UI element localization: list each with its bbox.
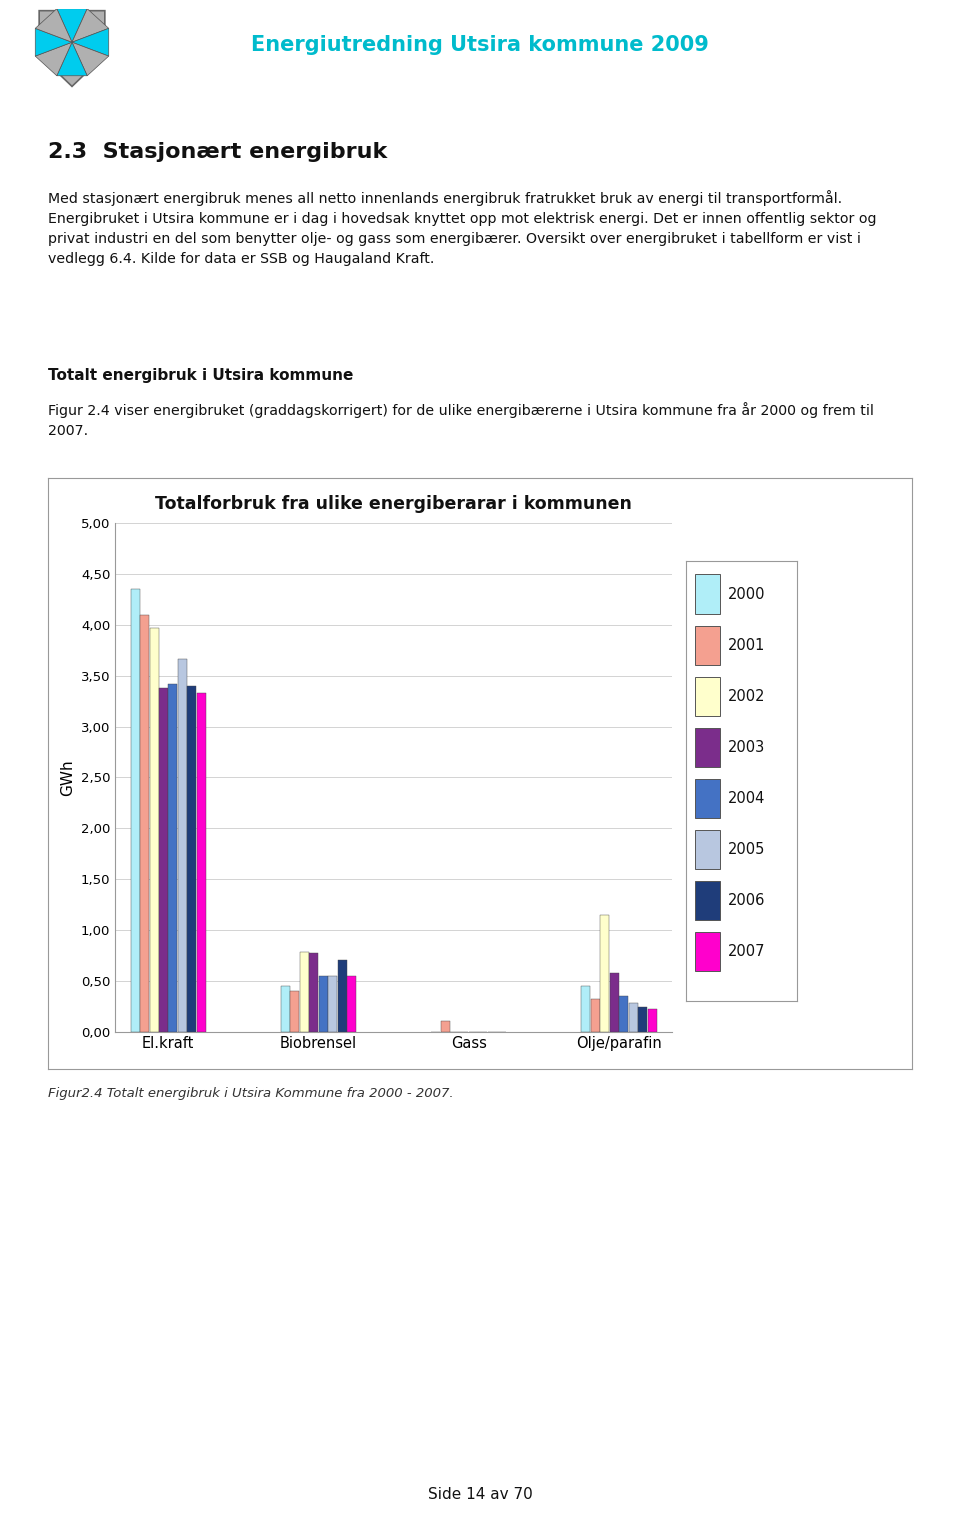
Bar [319,975,327,1032]
Title: Totalforbruk fra ulike energiberarar i kommunen: Totalforbruk fra ulike energiberarar i k… [156,496,632,513]
Text: Figur2.4 Totalt energibruk i Utsira Kommune fra 2000 - 2007.: Figur2.4 Totalt energibruk i Utsira Komm… [48,1088,454,1100]
FancyBboxPatch shape [695,728,720,768]
FancyBboxPatch shape [695,830,720,869]
Text: Totalt energibruk i Utsira kommune: Totalt energibruk i Utsira kommune [48,369,353,382]
FancyBboxPatch shape [695,931,720,971]
Bar [590,1000,600,1032]
Text: 2.3  Stasjonært energibruk: 2.3 Stasjonært energibruk [48,141,387,162]
Text: 2002: 2002 [729,689,766,704]
Bar [610,972,618,1032]
Polygon shape [57,42,87,76]
Text: Energiutredning Utsira kommune 2009: Energiutredning Utsira kommune 2009 [252,35,708,55]
Text: 2006: 2006 [729,894,766,909]
Text: 2005: 2005 [729,842,766,857]
Text: Figur 2.4 viser energibruket (graddagskorrigert) for de ulike energibærerne i Ut: Figur 2.4 viser energibruket (graddagsko… [48,402,874,438]
Bar [169,684,178,1032]
Bar [159,689,168,1032]
Text: 2003: 2003 [729,740,766,755]
Bar [441,1021,449,1032]
Bar [619,997,628,1032]
Polygon shape [72,9,108,42]
Bar [629,1003,637,1032]
Bar [281,986,290,1032]
Polygon shape [36,29,72,56]
FancyBboxPatch shape [695,677,720,716]
Text: Med stasjonært energibruk menes all netto innenlands energibruk fratrukket bruk : Med stasjonært energibruk menes all nett… [48,190,876,265]
Bar [290,991,300,1032]
FancyBboxPatch shape [695,778,720,818]
Bar [338,960,347,1032]
Bar [187,686,197,1032]
Bar [178,658,187,1032]
Bar [140,614,149,1032]
FancyBboxPatch shape [695,625,720,664]
Bar [328,975,337,1032]
Text: 2000: 2000 [729,587,766,602]
Bar [300,953,309,1032]
Bar [648,1009,657,1032]
Bar [131,590,139,1032]
FancyBboxPatch shape [695,575,720,614]
Polygon shape [72,29,108,56]
Text: 2007: 2007 [729,944,766,959]
Bar [348,975,356,1032]
Polygon shape [39,11,105,86]
Bar [582,986,590,1032]
Bar [638,1007,647,1032]
Text: Side 14 av 70: Side 14 av 70 [427,1487,533,1502]
Text: 2004: 2004 [729,790,766,806]
Text: 2001: 2001 [729,637,766,652]
Y-axis label: GWh: GWh [60,758,75,796]
Bar [150,628,158,1032]
Bar [197,693,205,1032]
Polygon shape [57,9,87,42]
FancyBboxPatch shape [695,881,720,921]
Polygon shape [36,9,72,42]
Bar [309,953,319,1032]
Polygon shape [36,42,72,76]
Bar [600,915,610,1032]
Polygon shape [72,42,108,76]
